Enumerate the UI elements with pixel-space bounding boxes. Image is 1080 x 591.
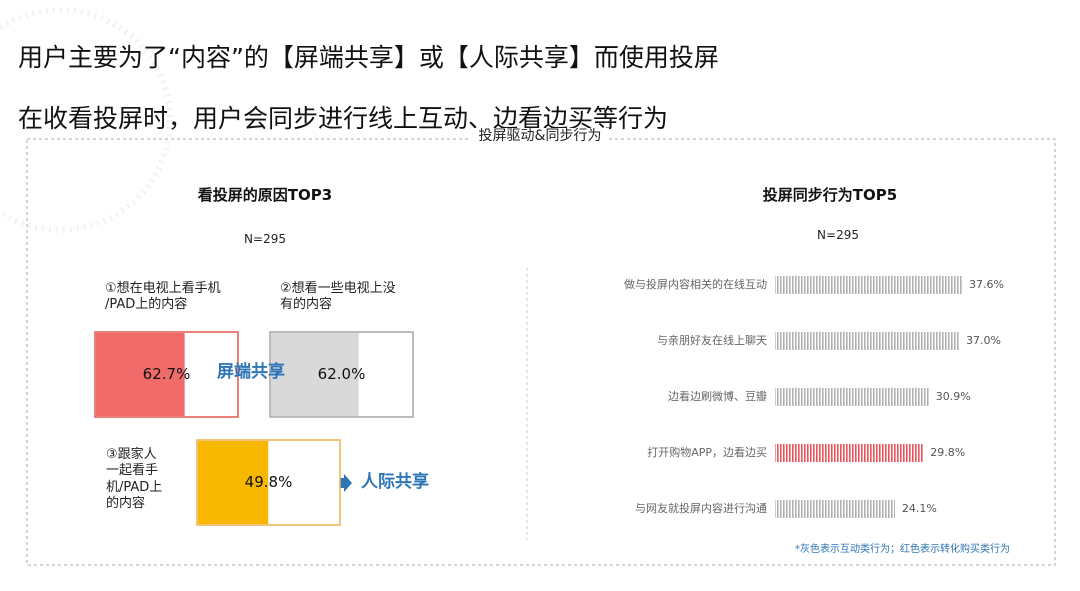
decoration	[0, 7, 173, 233]
chart-subtitle: N=295	[817, 228, 859, 242]
category-label: ②想看一些电视上没 有的内容	[280, 281, 396, 313]
chart-title: 看投屏的原因TOP3	[197, 186, 333, 204]
category-label: ①想在电视上看手机 /PAD上的内容	[105, 281, 221, 313]
category-label: 与网友就投屏内容进行沟通	[635, 501, 767, 515]
category-label: 边看边刷微博、豆瓣	[668, 389, 767, 403]
category-label: 做与投屏内容相关的在线互动	[624, 277, 767, 291]
group-label: 人际共享	[361, 472, 429, 492]
category-label: ③跟家人 一起看手 机/PAD上 的内容	[106, 447, 163, 511]
slide-title: 用户主要为了“内容”的【屏端共享】或【人际共享】而使用投屏 在收看投屏时，用户会…	[18, 12, 719, 165]
footnote: *灰色表示互动类行为；红色表示转化购买类行为	[795, 542, 1010, 555]
category-label: 打开购物APP，边看边买	[647, 445, 767, 459]
value-label: 30.9%	[936, 390, 971, 403]
bar	[775, 444, 924, 462]
value-label: 24.1%	[902, 502, 937, 515]
value-label: 62.0%	[318, 365, 366, 383]
title-line: 在收看投屏时，用户会同步进行线上互动、边看边买等行为	[18, 103, 669, 133]
chart-title: 投屏同步行为TOP5	[762, 186, 898, 204]
value-label: 37.6%	[969, 278, 1004, 291]
bar	[775, 388, 929, 406]
bar	[96, 333, 185, 416]
category-label: 与亲朋好友在线上聊天	[657, 333, 767, 347]
bar	[775, 500, 895, 518]
bar	[271, 333, 359, 416]
value-label: 49.8%	[245, 473, 293, 491]
bar	[775, 276, 963, 294]
section-title-wrap: 投屏驱动&同步行为	[0, 128, 1080, 146]
section-frame	[26, 138, 1056, 566]
value-label: 62.7%	[143, 365, 191, 383]
value-label: 37.0%	[966, 334, 1001, 347]
section-title: 投屏驱动&同步行为	[470, 128, 610, 144]
bar	[198, 441, 269, 524]
value-label: 29.8%	[930, 446, 965, 459]
title-line: 用户主要为了“内容”的【屏端共享】或【人际共享】而使用投屏	[18, 42, 719, 72]
bar	[775, 332, 960, 350]
chart-subtitle: N=295	[244, 232, 286, 246]
group-label: 屏端共享	[217, 362, 285, 382]
